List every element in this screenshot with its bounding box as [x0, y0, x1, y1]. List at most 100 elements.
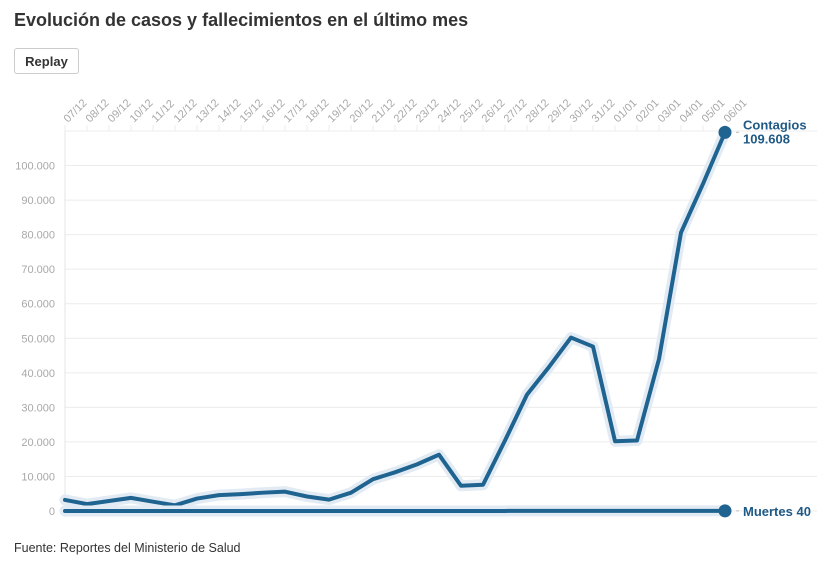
muertes-point [679, 509, 683, 513]
x-tick-label: 17/12 [282, 97, 310, 125]
muertes-point [63, 509, 67, 513]
muertes-point [657, 509, 661, 513]
muertes-end-dot [718, 504, 732, 518]
contagios-point [591, 345, 595, 349]
x-tick-label: 13/12 [194, 97, 222, 125]
x-tick-label: 31/12 [590, 97, 618, 125]
contagios-line [63, 130, 727, 508]
x-tick-label: 29/12 [546, 97, 574, 125]
x-tick-label: 15/12 [238, 97, 266, 125]
muertes-point [239, 509, 243, 513]
x-tick-label: 03/01 [656, 97, 684, 125]
source-note: Fuente: Reportes del Ministerio de Salud [14, 541, 241, 555]
contagios-point [569, 336, 573, 340]
muertes-point [85, 509, 89, 513]
x-tick-label: 23/12 [414, 97, 442, 125]
muertes-point [305, 509, 309, 513]
contagios-point [371, 477, 375, 481]
y-tick-label: 20.000 [21, 437, 55, 449]
contagios-point [635, 439, 639, 443]
x-tick-label: 21/12 [370, 97, 398, 125]
chart-title: Evolución de casos y fallecimientos en e… [14, 10, 469, 30]
contagios-point [327, 498, 331, 502]
muertes-point [217, 509, 221, 513]
x-tick-label: 07/12 [62, 97, 90, 125]
y-tick-label: 50.000 [21, 333, 55, 345]
contagios-point [679, 231, 683, 235]
x-tick-label: 12/12 [172, 97, 200, 125]
replay-button[interactable]: Replay [14, 48, 79, 74]
muertes-point [415, 509, 419, 513]
y-tick-label: 40.000 [21, 368, 55, 380]
x-tick-label: 18/12 [304, 97, 332, 125]
muertes-value: 40 [793, 504, 811, 519]
contagios-end-label: Contagios 109.608 [743, 117, 807, 146]
contagios-line-halo [59, 126, 731, 511]
contagios-point [151, 500, 155, 504]
y-tick-label: 90.000 [21, 195, 55, 207]
x-tick-label: 09/12 [106, 97, 134, 125]
contagios-point [261, 491, 265, 495]
contagios-point [349, 491, 353, 495]
contagios-point [283, 490, 287, 494]
muertes-point [481, 509, 485, 513]
contagios-point [393, 470, 397, 474]
x-tick-label: 22/12 [392, 97, 420, 125]
y-tick-label: 70.000 [21, 264, 55, 276]
x-tick-label: 01/01 [612, 97, 640, 125]
x-tick-label: 26/12 [480, 97, 508, 125]
muertes-name: Muertes [743, 504, 793, 519]
contagios-point [701, 182, 705, 186]
muertes-point [503, 509, 507, 513]
contagios-point [657, 357, 661, 361]
x-tick-label: 11/12 [150, 98, 177, 125]
muertes-end-label: Muertes 40 [743, 504, 811, 519]
y-tick-label: 0 [49, 506, 55, 518]
y-tick-label: 100.000 [15, 161, 55, 173]
contagios-point [503, 439, 507, 443]
muertes-point [613, 509, 617, 513]
y-tick-label: 60.000 [21, 299, 55, 311]
contagios-point [63, 498, 67, 502]
muertes-point [349, 509, 353, 513]
muertes-point [437, 509, 441, 513]
contagios-point [239, 492, 243, 496]
contagios-point [195, 497, 199, 501]
muertes-point [151, 509, 155, 513]
contagios-point [437, 453, 441, 457]
contagios-point [613, 439, 617, 443]
muertes-point [459, 509, 463, 513]
y-tick-label: 30.000 [21, 402, 55, 414]
contagios-name: Contagios [743, 117, 807, 132]
x-tick-label: 08/12 [84, 97, 112, 125]
muertes-point [129, 509, 133, 513]
contagios-point [415, 462, 419, 466]
muertes-point [371, 509, 375, 513]
x-tick-label: 16/12 [260, 97, 288, 125]
x-tick-label: 02/01 [634, 97, 662, 125]
x-tick-label: 19/12 [326, 97, 354, 125]
contagios-point [107, 499, 111, 503]
contagios-value: 109.608 [743, 131, 790, 146]
x-tick-label: 04/01 [678, 97, 706, 125]
muertes-point [635, 509, 639, 513]
muertes-point [525, 509, 529, 513]
muertes-point [195, 509, 199, 513]
x-tick-label: 30/12 [568, 97, 596, 125]
muertes-point [569, 509, 573, 513]
contagios-point [547, 365, 551, 369]
contagios-end-dot [718, 125, 732, 139]
x-tick-label: 10/12 [128, 97, 156, 125]
x-tick-label: 25/12 [458, 97, 486, 125]
contagios-point [481, 483, 485, 487]
contagios-point [129, 496, 133, 500]
contagios-point [217, 493, 221, 497]
muertes-point [261, 509, 265, 513]
contagios-point [459, 484, 463, 488]
muertes-point [393, 509, 397, 513]
muertes-point [547, 509, 551, 513]
x-tick-label: 20/12 [348, 97, 376, 125]
y-tick-label: 80.000 [21, 230, 55, 242]
contagios-point [525, 393, 529, 397]
